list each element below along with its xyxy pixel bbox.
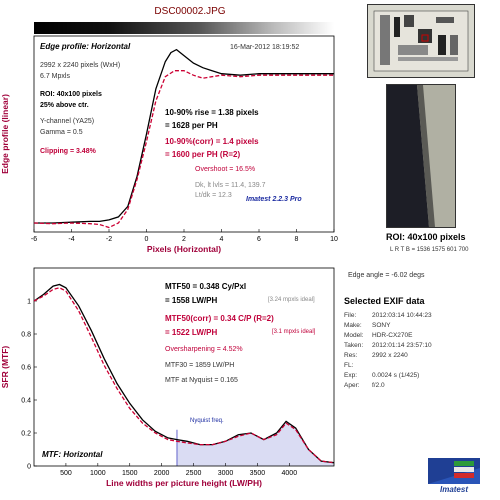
- mtf-at-nyquist: MTF at Nyquist = 0.165: [165, 377, 238, 384]
- roi-title: ROI: 40x100 pixels: [386, 232, 466, 242]
- x-tick-label: 0: [145, 236, 149, 243]
- x-tick-label: 6: [257, 236, 261, 243]
- x-tick-label: -2: [106, 236, 112, 243]
- exif-row: File: 2012:03:14 10:44:23: [344, 312, 432, 319]
- x-tick-label: 2500: [186, 470, 202, 477]
- svg-text:Imatest: Imatest: [440, 485, 468, 494]
- edge-gradient-strip: [34, 22, 334, 34]
- y-tick-label: 0: [27, 464, 31, 471]
- x-tick-label: -6: [31, 236, 37, 243]
- rise-1b: = 1628 per PH: [165, 121, 218, 130]
- exif-row: Taken: 2012:01:14 23:57:10: [344, 342, 432, 349]
- edge-timestamp: 16-Mar-2012 18:19:52: [230, 44, 300, 51]
- x-tick-label: 2000: [154, 470, 170, 477]
- series-corrected: [33, 70, 334, 229]
- y-tick-label: 0.8: [21, 332, 31, 339]
- rise-1: 10-90% rise = 1.38 pixels: [165, 108, 259, 117]
- dk-levels: Dk, lt lvls = 11.4, 139.7: [195, 182, 266, 189]
- x-tick-label: 4: [220, 236, 224, 243]
- exif-row: Model: HDR-CX270E: [344, 332, 413, 339]
- mtf50-corr-ideal: [3.1 mpxls ideal]: [272, 329, 316, 335]
- x-axis-label: Pixels (Horizontal): [147, 244, 221, 254]
- rise-2: 10-90%(corr) = 1.4 pixels: [165, 137, 259, 146]
- x-tick-label: 10: [330, 236, 338, 243]
- y-axis-label: SFR (MTF): [0, 346, 10, 389]
- series-measured: [33, 283, 335, 464]
- roi-ltrb: L R T B = 1536 1575 601 700: [390, 247, 469, 253]
- overshoot: Overshoot = 16.5%: [195, 166, 256, 173]
- oversharpening: Oversharpening = 4.52%: [165, 346, 243, 353]
- lt-dk-ratio: Lt/dk = 12.3: [195, 192, 232, 199]
- mtf50-ideal: [3.24 mpxls ideal]: [268, 297, 315, 303]
- imatest-logo: Imatest: [428, 458, 480, 494]
- exif-row: FL:: [344, 362, 354, 369]
- series-measured: [34, 48, 334, 224]
- mtf50-lwph: = 1558 LW/PH: [165, 296, 218, 305]
- x-tick-label: 1500: [122, 470, 138, 477]
- y-tick-label: 0.4: [21, 398, 31, 405]
- clipping-label: Clipping = 3.48%: [40, 148, 96, 155]
- edge-angle: Edge angle = -6.02 degs: [348, 272, 425, 279]
- x-tick-label: 3500: [250, 470, 266, 477]
- x-tick-label: 8: [295, 236, 299, 243]
- mtf-panel-label: MTF: Horizontal: [42, 450, 103, 459]
- exif-title: Selected EXIF data: [344, 296, 425, 306]
- image-size: 2992 x 2240 pixels (WxH): [40, 62, 121, 69]
- x-tick-label: 2: [182, 236, 186, 243]
- x-tick-label: -4: [68, 236, 74, 243]
- exif-row: Aper: f/2.0: [344, 382, 385, 389]
- mtf30: MTF30 = 1859 LW/PH: [165, 362, 235, 369]
- mtf-chart: 500 1000 1500 2000 2500 3000 3500 4000 0 0.2 0.4 0.…: [0, 267, 335, 488]
- image-mpxls: 6.7 Mpxls: [40, 73, 70, 80]
- roi-crop-thumbnail: [386, 84, 456, 228]
- exif-row: Make: SONY: [344, 322, 391, 329]
- y-axis-label: Edge profile (linear): [0, 94, 10, 174]
- series-corrected: [33, 287, 335, 464]
- exif-table: File: 2012:03:14 10:44:23 Make: SONY Model…: [344, 312, 494, 392]
- roi-label: ROI: 40x100 pixels: [40, 91, 102, 98]
- imatest-version: Imatest 2.2.3 Pro: [246, 196, 302, 203]
- file-title: DSC00002.JPG: [154, 6, 226, 17]
- exif-row: Res: 2992 x 2240: [344, 352, 408, 359]
- gamma-label: Gamma = 0.5: [40, 129, 83, 136]
- y-tick-label: 1: [27, 299, 31, 306]
- roi-position: 25% above ctr.: [40, 102, 89, 109]
- mtf50-cy-pxl: MTF50 = 0.348 Cy/Pxl: [165, 282, 247, 291]
- x-tick-label: 4000: [282, 470, 298, 477]
- nyquist-label: Nyquist freq.: [190, 418, 224, 424]
- x-tick-label: 3000: [218, 470, 234, 477]
- edge-profile-chart: -6 -4 -2 0 2 4 6 8 10 Pixels (Horizontal) Edge pro…: [0, 35, 338, 254]
- x-tick-label: 500: [60, 470, 72, 477]
- x-axis-label: Line widths per picture height (LW/PH): [106, 478, 262, 488]
- channel-label: Y-channel (YA25): [40, 118, 95, 125]
- edge-panel-title: Edge profile: Horizontal: [40, 42, 131, 51]
- x-tick-label: 1000: [90, 470, 106, 477]
- exif-row: Exp: 0.0024 s (1/425): [344, 372, 420, 379]
- mtf50-corr: MTF50(corr) = 0.34 C/P (R=2): [165, 314, 274, 323]
- y-tick-label: 0.2: [21, 431, 31, 438]
- mtf50-corr-lwph: = 1522 LW/PH: [165, 328, 218, 337]
- y-tick-label: 0.6: [21, 365, 31, 372]
- rise-2b: = 1600 per PH (R=2): [165, 150, 241, 159]
- nyquist-region: [176, 421, 334, 466]
- test-chart-thumbnail: [367, 4, 475, 78]
